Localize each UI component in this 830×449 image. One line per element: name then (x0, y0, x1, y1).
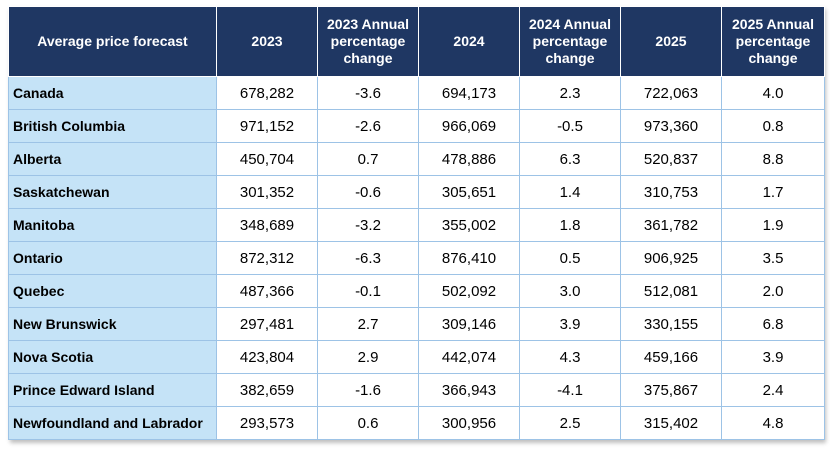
cell-change-2024: 6.3 (519, 142, 621, 176)
cell-price-2024: 300,956 (418, 406, 520, 440)
cell-price-2025: 310,753 (620, 175, 722, 209)
cell-change-2023: -2.6 (317, 109, 419, 143)
table-row: Prince Edward Island 382,659 -1.6 366,943 -4… (8, 373, 825, 407)
cell-change-2024: 2.5 (519, 406, 621, 440)
column-header-2023-change: 2023 Annual percentage change (317, 6, 419, 77)
cell-region-name: New Brunswick (8, 307, 217, 341)
cell-change-2025: 8.8 (721, 142, 825, 176)
cell-change-2024: 0.5 (519, 241, 621, 275)
cell-price-2024: 694,173 (418, 76, 520, 110)
cell-change-2023: 2.7 (317, 307, 419, 341)
cell-price-2024: 478,886 (418, 142, 520, 176)
cell-region-name: Manitoba (8, 208, 217, 242)
cell-region-name: Nova Scotia (8, 340, 217, 374)
cell-price-2023: 348,689 (216, 208, 318, 242)
cell-change-2023: 2.9 (317, 340, 419, 374)
cell-region-name: British Columbia (8, 109, 217, 143)
cell-price-2023: 487,366 (216, 274, 318, 308)
cell-price-2024: 305,651 (418, 175, 520, 209)
table-row: New Brunswick 297,481 2.7 309,146 3.9 330,155… (8, 307, 825, 341)
cell-change-2023: 0.6 (317, 406, 419, 440)
cell-price-2024: 355,002 (418, 208, 520, 242)
cell-price-2024: 442,074 (418, 340, 520, 374)
column-header-2024: 2024 (418, 6, 520, 77)
cell-change-2023: 0.7 (317, 142, 419, 176)
table-body: Canada 678,282 -3.6 694,173 2.3 722,063 4.0 Bri… (8, 76, 825, 440)
table-row: Ontario 872,312 -6.3 876,410 0.5 906,925 3.5 (8, 241, 825, 275)
cell-price-2025: 520,837 (620, 142, 722, 176)
cell-change-2024: 1.8 (519, 208, 621, 242)
table-row: Manitoba 348,689 -3.2 355,002 1.8 361,782 1.9 (8, 208, 825, 242)
column-header-2025: 2025 (620, 6, 722, 77)
cell-change-2025: 6.8 (721, 307, 825, 341)
cell-change-2025: 1.9 (721, 208, 825, 242)
cell-price-2023: 450,704 (216, 142, 318, 176)
cell-price-2023: 971,152 (216, 109, 318, 143)
cell-change-2023: -3.2 (317, 208, 419, 242)
cell-change-2025: 4.0 (721, 76, 825, 110)
cell-change-2024: 3.9 (519, 307, 621, 341)
cell-price-2023: 382,659 (216, 373, 318, 407)
table-row: Alberta 450,704 0.7 478,886 6.3 520,837 8.8 (8, 142, 825, 176)
cell-price-2024: 366,943 (418, 373, 520, 407)
table-row: Saskatchewan 301,352 -0.6 305,651 1.4 310,753… (8, 175, 825, 209)
cell-price-2025: 973,360 (620, 109, 722, 143)
table-header-row: Average price forecast 2023 2023 Annual … (8, 6, 825, 77)
cell-price-2023: 301,352 (216, 175, 318, 209)
table-row: British Columbia 971,152 -2.6 966,069 -0.5 97… (8, 109, 825, 143)
column-header-2024-change: 2024 Annual percentage change (519, 6, 621, 77)
cell-price-2023: 678,282 (216, 76, 318, 110)
table-row: Newfoundland and Labrador 293,573 0.6 300,9… (8, 406, 825, 440)
cell-region-name: Saskatchewan (8, 175, 217, 209)
cell-price-2023: 293,573 (216, 406, 318, 440)
cell-price-2025: 512,081 (620, 274, 722, 308)
cell-region-name: Ontario (8, 241, 217, 275)
cell-price-2024: 502,092 (418, 274, 520, 308)
column-header-region: Average price forecast (8, 6, 217, 77)
table-row: Quebec 487,366 -0.1 502,092 3.0 512,081 2.0 (8, 274, 825, 308)
cell-change-2023: -1.6 (317, 373, 419, 407)
cell-price-2024: 966,069 (418, 109, 520, 143)
cell-change-2025: 1.7 (721, 175, 825, 209)
cell-change-2025: 2.0 (721, 274, 825, 308)
cell-price-2024: 309,146 (418, 307, 520, 341)
cell-price-2025: 315,402 (620, 406, 722, 440)
cell-price-2025: 361,782 (620, 208, 722, 242)
cell-change-2024: -4.1 (519, 373, 621, 407)
table-row: Nova Scotia 423,804 2.9 442,074 4.3 459,166 3.… (8, 340, 825, 374)
cell-price-2025: 906,925 (620, 241, 722, 275)
cell-change-2024: 4.3 (519, 340, 621, 374)
cell-price-2025: 330,155 (620, 307, 722, 341)
table-row: Canada 678,282 -3.6 694,173 2.3 722,063 4.0 (8, 76, 825, 110)
cell-price-2025: 375,867 (620, 373, 722, 407)
cell-change-2025: 0.8 (721, 109, 825, 143)
column-header-2023: 2023 (216, 6, 318, 77)
cell-region-name: Canada (8, 76, 217, 110)
cell-region-name: Alberta (8, 142, 217, 176)
cell-change-2024: 3.0 (519, 274, 621, 308)
cell-change-2025: 3.5 (721, 241, 825, 275)
cell-change-2023: -6.3 (317, 241, 419, 275)
cell-change-2025: 4.8 (721, 406, 825, 440)
cell-price-2023: 297,481 (216, 307, 318, 341)
price-forecast-table-container: Average price forecast 2023 2023 Annual … (8, 6, 825, 440)
price-forecast-table: Average price forecast 2023 2023 Annual … (8, 6, 825, 440)
cell-region-name: Newfoundland and Labrador (8, 406, 217, 440)
cell-change-2023: -3.6 (317, 76, 419, 110)
cell-change-2025: 2.4 (721, 373, 825, 407)
cell-price-2025: 722,063 (620, 76, 722, 110)
cell-region-name: Quebec (8, 274, 217, 308)
cell-change-2024: -0.5 (519, 109, 621, 143)
column-header-2025-change: 2025 Annual percentage change (721, 6, 825, 77)
cell-change-2024: 2.3 (519, 76, 621, 110)
cell-change-2023: -0.6 (317, 175, 419, 209)
cell-change-2023: -0.1 (317, 274, 419, 308)
cell-change-2025: 3.9 (721, 340, 825, 374)
cell-region-name: Prince Edward Island (8, 373, 217, 407)
cell-price-2025: 459,166 (620, 340, 722, 374)
cell-price-2023: 423,804 (216, 340, 318, 374)
cell-price-2024: 876,410 (418, 241, 520, 275)
cell-change-2024: 1.4 (519, 175, 621, 209)
cell-price-2023: 872,312 (216, 241, 318, 275)
